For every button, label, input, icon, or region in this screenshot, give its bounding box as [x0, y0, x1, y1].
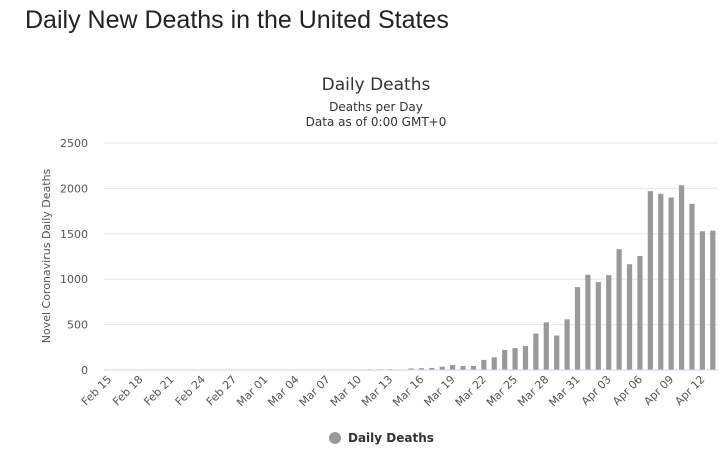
- bar[interactable]: [502, 349, 508, 370]
- y-tick-label: 0: [81, 364, 88, 377]
- gridlines: [104, 142, 718, 326]
- bar[interactable]: [543, 322, 549, 370]
- x-tick-label: Mar 13: [359, 373, 395, 409]
- bar[interactable]: [564, 319, 570, 370]
- bar[interactable]: [595, 282, 601, 370]
- y-tick-label: 1500: [60, 228, 88, 241]
- bar[interactable]: [699, 231, 705, 370]
- bar[interactable]: [429, 367, 435, 370]
- bar[interactable]: [616, 249, 622, 370]
- bar[interactable]: [439, 366, 445, 370]
- bar[interactable]: [574, 287, 581, 370]
- y-tick-label: 500: [67, 319, 88, 332]
- bar[interactable]: [460, 365, 466, 370]
- bar[interactable]: [533, 333, 539, 370]
- bar[interactable]: [658, 193, 664, 370]
- bar[interactable]: [491, 357, 497, 370]
- x-tick-label: Feb 24: [173, 373, 208, 408]
- bar[interactable]: [606, 275, 612, 370]
- bar[interactable]: [512, 348, 518, 370]
- x-tick-label: Feb 18: [110, 373, 145, 408]
- x-tick-label: Mar 01: [234, 373, 270, 409]
- chart-subtitle: Deaths per Day: [329, 100, 423, 114]
- legend[interactable]: Daily Deaths: [329, 431, 434, 445]
- x-tick-label: Feb 15: [79, 373, 114, 408]
- x-tick-label: Apr 12: [672, 373, 707, 408]
- x-tick-label: Apr 06: [610, 373, 645, 408]
- chart-subtitle-date: Data as of 0:00 GMT+0: [306, 115, 447, 129]
- bar[interactable]: [647, 191, 653, 370]
- legend-marker-icon: [329, 432, 341, 444]
- x-tick-label: Mar 19: [422, 373, 458, 409]
- bar[interactable]: [710, 230, 716, 370]
- x-tick-label: Mar 22: [453, 373, 489, 409]
- bar[interactable]: [408, 368, 414, 370]
- bar[interactable]: [689, 203, 695, 370]
- x-tick-label: Apr 09: [641, 373, 676, 408]
- bar[interactable]: [470, 366, 477, 370]
- x-tick-label: Mar 31: [546, 373, 582, 409]
- x-tick-label: Feb 21: [141, 373, 176, 408]
- bar[interactable]: [481, 359, 487, 370]
- page-heading: Daily New Deaths in the United States: [25, 6, 449, 34]
- bar[interactable]: [678, 185, 685, 370]
- x-tick-label: Mar 04: [265, 373, 301, 409]
- y-tick-label: 2000: [60, 182, 88, 195]
- x-tick-label: Mar 28: [515, 373, 551, 409]
- y-tick-label: 2500: [60, 137, 88, 150]
- bar[interactable]: [668, 197, 674, 370]
- bar[interactable]: [450, 365, 456, 370]
- bar-series: [252, 185, 716, 371]
- x-tick-label: Feb 27: [204, 373, 239, 408]
- x-tick-label: Apr 03: [579, 373, 614, 408]
- chart-title: Daily Deaths: [322, 75, 431, 95]
- x-tick-label: Mar 10: [328, 373, 364, 409]
- bar[interactable]: [522, 345, 529, 370]
- bar[interactable]: [554, 335, 560, 370]
- legend-item-label[interactable]: Daily Deaths: [348, 431, 434, 445]
- x-tick-label: Mar 07: [297, 373, 333, 409]
- bar[interactable]: [418, 368, 425, 370]
- y-axis-label: Novel Coronavirus Daily Deaths: [40, 168, 53, 343]
- x-tick-label: Mar 25: [484, 373, 520, 409]
- bar[interactable]: [585, 274, 591, 370]
- bar[interactable]: [637, 256, 643, 370]
- y-tick-labels: 0 500 1000 1500 2000 2500: [60, 137, 88, 377]
- x-tick-label: Mar 16: [390, 373, 426, 409]
- bar[interactable]: [626, 264, 633, 370]
- y-tick-label: 1000: [60, 273, 88, 286]
